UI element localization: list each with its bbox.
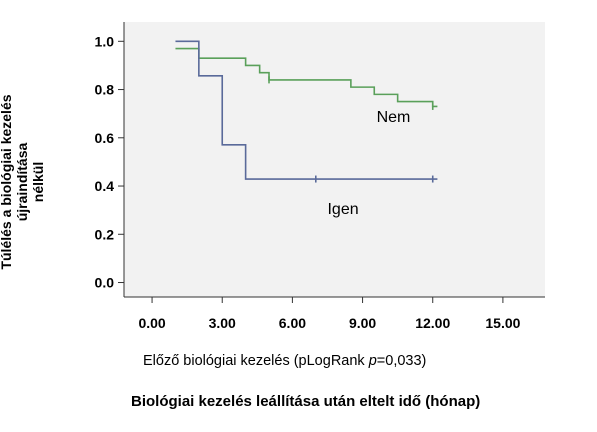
- y-axis-title: Túlélés a biológiai kezelés újraindítása…: [0, 94, 46, 270]
- plot-area: [124, 22, 545, 297]
- series-line-igen: [175, 40, 438, 180]
- x-axis-title: Biológiai kezelés leállítása után eltelt…: [131, 393, 481, 410]
- x-tick-label: 0.00: [138, 315, 165, 331]
- series-layer: [175, 40, 438, 183]
- chart-subtitle: Előző biológiai kezelés (pLogRank p=0,03…: [143, 353, 427, 369]
- series-label-nem: Nem: [377, 109, 411, 126]
- y-tick-label: 1.0: [95, 33, 115, 49]
- y-tick-label: 0.6: [95, 130, 115, 146]
- x-tick-label: 12.00: [415, 315, 450, 331]
- y-tick-label: 0.2: [95, 226, 115, 242]
- x-tick-label: 6.00: [279, 315, 306, 331]
- y-tick-label: 0.4: [95, 178, 115, 194]
- x-tick-label: 3.00: [209, 315, 236, 331]
- x-tick-label: 9.00: [349, 315, 376, 331]
- series-line-nem: [175, 47, 438, 108]
- y-tick-label: 0.8: [95, 82, 115, 98]
- x-axis: 0.00 3.00 6.00 9.00 12.00 15.00: [124, 296, 545, 331]
- x-tick-label: 15.00: [485, 315, 520, 331]
- series-label-igen: Igen: [327, 201, 358, 218]
- y-axis: 0.0 0.2 0.4 0.6 0.8 1.0: [95, 22, 125, 297]
- y-tick-label: 0.0: [95, 275, 115, 291]
